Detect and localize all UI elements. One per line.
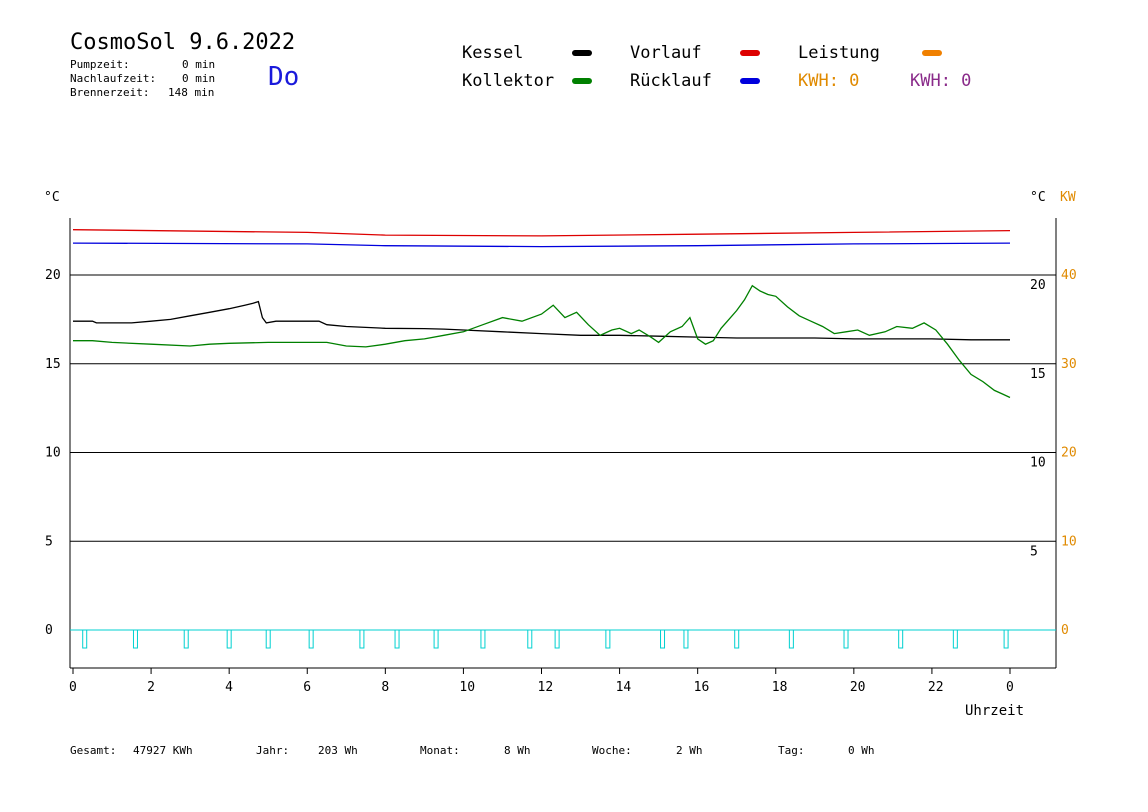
series-line-rücklauf — [72, 242, 1011, 248]
pulse-mark — [82, 629, 88, 649]
legend-kwh-2: KWH: 0 — [910, 71, 972, 91]
pulse-series — [70, 629, 1056, 649]
legend-ruecklauf-swatch — [740, 78, 760, 84]
pulse-mark — [734, 629, 740, 649]
y2-tick-label: 20 — [1061, 446, 1077, 461]
pulse-mark — [605, 629, 611, 649]
nachlaufzeit-value: 0 min — [182, 72, 216, 85]
series-line-kollektor — [73, 284, 1011, 399]
y2-tick-label: 0 — [1061, 623, 1069, 638]
x-tick-label: 20 — [850, 680, 866, 695]
legend-kessel-label: Kessel — [462, 43, 524, 63]
legend-vorlauf-swatch — [740, 50, 760, 56]
pulse-mark — [226, 629, 232, 649]
grid-lines — [69, 218, 1057, 669]
pulse-mark — [527, 629, 533, 649]
pulse-mark — [660, 629, 666, 649]
x-axis-label: Uhrzeit — [965, 703, 1024, 719]
series-line-kessel — [73, 300, 1010, 341]
pulse-mark — [952, 629, 958, 649]
x-tick-label: 10 — [459, 680, 475, 695]
weekday-label: Do — [268, 62, 300, 92]
pulse-mark — [788, 629, 794, 649]
legend-kessel-swatch — [572, 50, 592, 56]
nachlaufzeit-label: Nachlaufzeit: — [70, 72, 157, 85]
legend-leistung-label: Leistung — [798, 43, 880, 63]
x-tick-label: 12 — [538, 680, 554, 695]
y2-unit-label: KW — [1060, 190, 1076, 205]
x-tick-label: 2 — [147, 680, 155, 695]
x-tick-label: 22 — [928, 680, 944, 695]
brennerzeit-label: Brennerzeit: — [70, 86, 150, 99]
brennerzeit-value: 148 min — [168, 86, 215, 99]
pumpzeit-value: 0 min — [182, 58, 216, 71]
temperature-chart: °C °C KW 20 15 10 5 0 20 15 10 5 40 30 20 10 0 0 2 4 6 8 10… — [44, 190, 1077, 719]
footer-woche-value: 2 Wh — [676, 744, 703, 757]
x-tick-label: 0 — [69, 680, 77, 695]
pulse-mark — [359, 629, 365, 649]
y-left-tick-label: 20 — [45, 268, 61, 283]
footer-jahr-value: 203 Wh — [318, 744, 358, 757]
x-tick-label: 14 — [616, 680, 632, 695]
footer-tag-value: 0 Wh — [848, 744, 875, 757]
footer-gesamt-value: 47927 KWh — [133, 744, 193, 757]
x-tick-label: 0 — [1006, 680, 1014, 695]
series-line-vorlauf — [72, 229, 1011, 237]
pulse-mark — [265, 629, 271, 649]
y2-tick-label: 40 — [1061, 268, 1077, 283]
pulse-mark — [898, 629, 904, 649]
pulse-mark — [183, 629, 189, 649]
footer-jahr-label: Jahr: — [256, 744, 290, 757]
legend-kwh-1: KWH: 0 — [798, 71, 860, 91]
y-left-tick-label: 0 — [45, 623, 53, 638]
pulse-mark — [433, 629, 439, 649]
x-tick-label: 8 — [381, 680, 389, 695]
pulse-mark — [132, 629, 138, 649]
x-tick-label: 18 — [772, 680, 788, 695]
footer-monat-label: Monat: — [420, 744, 460, 757]
legend-kollektor-swatch — [572, 78, 592, 84]
y-left-unit-label: °C — [44, 190, 60, 205]
footer-gesamt-label: Gesamt: — [70, 744, 117, 757]
legend-vorlauf-label: Vorlauf — [630, 43, 702, 63]
legend-ruecklauf-label: Rücklauf — [630, 71, 712, 91]
y-right-unit-label: °C — [1030, 190, 1046, 205]
footer-tag-label: Tag: — [778, 744, 805, 757]
y-left-tick-label: 15 — [45, 357, 61, 372]
pulse-mark — [1003, 629, 1009, 649]
y-right-tick-label: 15 — [1030, 367, 1046, 382]
y2-tick-label: 10 — [1061, 534, 1077, 549]
footer-monat-value: 8 Wh — [504, 744, 531, 757]
y-right-tick-label: 10 — [1030, 456, 1046, 471]
legend-kollektor-label: Kollektor — [462, 71, 555, 91]
pumpzeit-label: Pumpzeit: — [70, 58, 130, 71]
x-tick-label: 6 — [303, 680, 311, 695]
pulse-mark — [394, 629, 400, 649]
pulse-mark — [308, 629, 314, 649]
pulse-mark — [843, 629, 849, 649]
axis-ticks: 20 15 10 5 0 20 15 10 5 40 30 20 10 0 0 2 4 6 8 10 12 14 16 18 2… — [45, 268, 1077, 695]
footer-woche-label: Woche: — [592, 744, 632, 757]
pulse-mark — [480, 629, 486, 649]
y-left-tick-label: 5 — [45, 534, 53, 549]
y2-tick-label: 30 — [1061, 357, 1077, 372]
series-group — [72, 229, 1011, 399]
legend-leistung-swatch — [922, 50, 942, 56]
x-tick-label: 16 — [694, 680, 710, 695]
y-left-tick-label: 10 — [45, 446, 61, 461]
pulse-mark — [554, 629, 560, 649]
pulse-mark — [683, 629, 689, 649]
y-right-tick-label: 5 — [1030, 544, 1038, 559]
chart-title: CosmoSol 9.6.2022 — [70, 30, 296, 55]
x-tick-label: 4 — [225, 680, 233, 695]
y-right-tick-label: 20 — [1030, 278, 1046, 293]
